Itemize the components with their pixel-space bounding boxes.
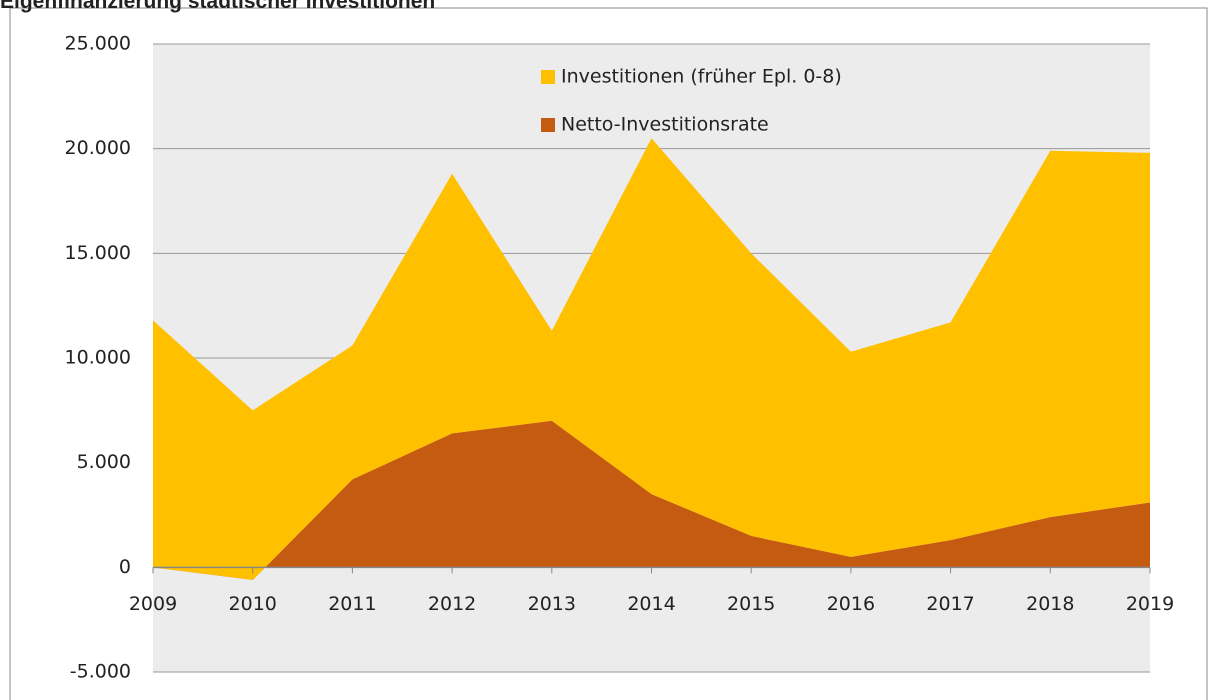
y-tick-label: 10.000 — [65, 347, 131, 369]
x-tick-label: 2015 — [727, 593, 775, 615]
area — [153, 420, 1150, 580]
legend-swatch — [541, 70, 555, 84]
x-tick-label: 2019 — [1126, 593, 1174, 615]
y-tick-label: -5.000 — [70, 661, 131, 683]
x-tick-label: 2010 — [229, 593, 277, 615]
legend-label: Netto-Investitionsrate — [561, 114, 769, 136]
x-tick-label: 2011 — [328, 593, 376, 615]
y-tick-label: 0 — [119, 556, 131, 578]
x-tick-label: 2009 — [129, 593, 177, 615]
y-tick-label: 20.000 — [65, 137, 131, 159]
x-tick-label: 2016 — [827, 593, 875, 615]
x-tick-label: 2018 — [1026, 593, 1074, 615]
x-tick-label: 2017 — [926, 593, 974, 615]
x-tick-label: 2013 — [528, 593, 576, 615]
y-tick-label: 25.000 — [65, 33, 131, 55]
legend-swatch — [541, 118, 555, 132]
x-tick-label: 2012 — [428, 593, 476, 615]
x-tick-label: 2014 — [627, 593, 675, 615]
y-tick-label: 15.000 — [65, 242, 131, 264]
y-tick-label: 5.000 — [77, 451, 131, 473]
chart-title: Eigenfinanzierung städtischer Investitio… — [0, 0, 435, 13]
area — [153, 138, 1150, 580]
legend-label: Investitionen (früher Epl. 0-8) — [561, 66, 842, 88]
